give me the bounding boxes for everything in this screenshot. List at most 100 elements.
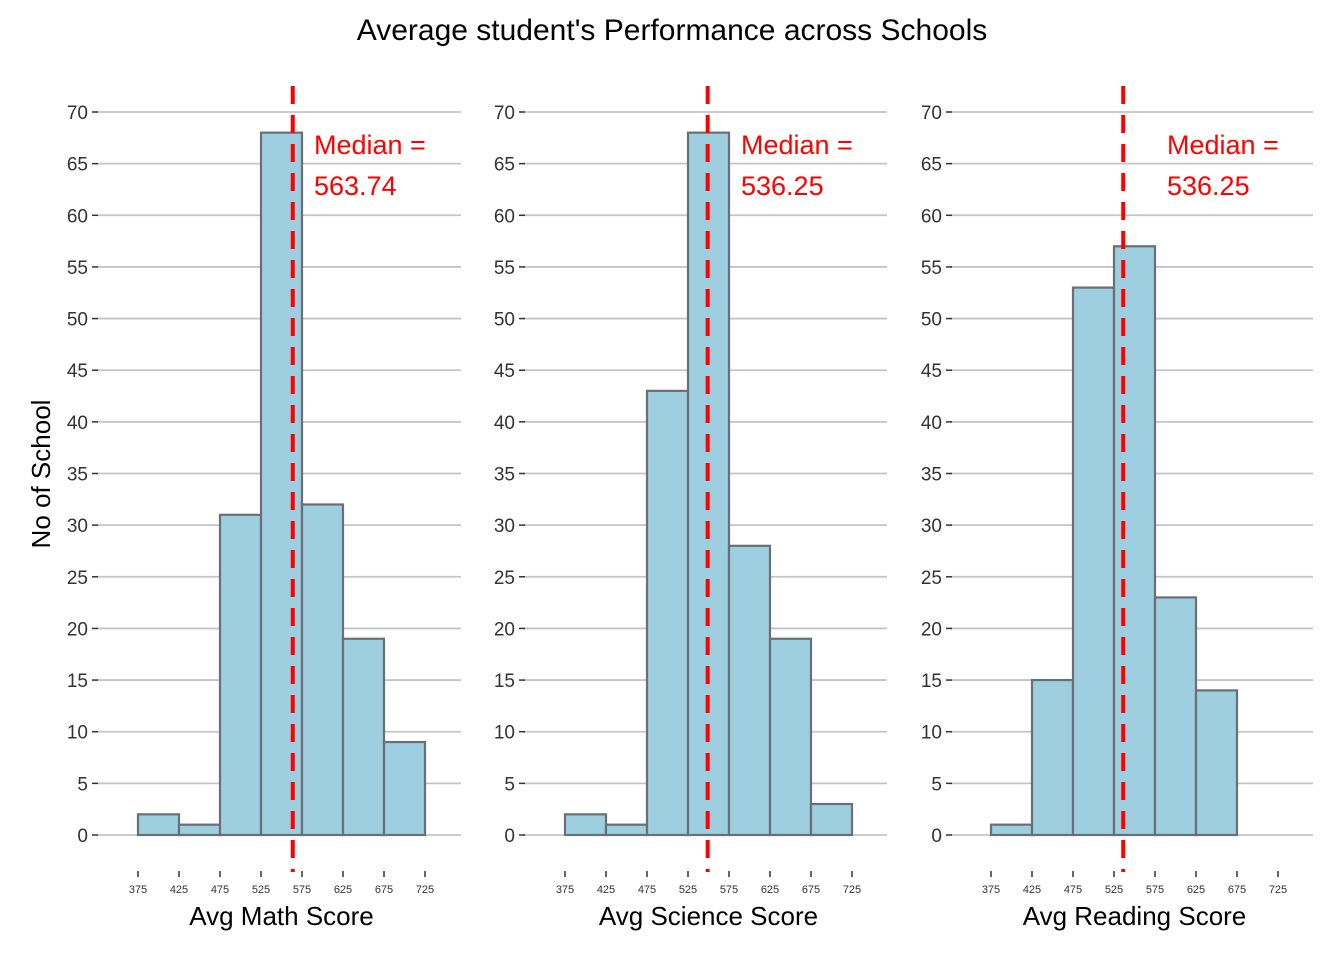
y-tick-label: 15 [67,671,88,692]
y-tick-label: 15 [921,671,942,692]
x-tick-label: 525 [1105,884,1123,896]
histogram-bar [136,813,181,837]
x-tick-label: 375 [129,884,147,896]
x-axis-label: Avg Reading Score [1023,901,1247,931]
y-tick-label: 70 [921,103,942,124]
y-tick-label: 35 [921,465,942,486]
x-tick-label: 675 [802,884,820,896]
histogram-bar [259,131,304,837]
y-tick-label: 55 [494,258,515,279]
x-tick-label: 475 [638,884,656,896]
y-tick-label: 50 [494,310,515,331]
histogram-bar [1071,286,1116,837]
x-tick-label: 725 [843,884,861,896]
histogram-bar [1194,689,1239,837]
y-tick-label: 5 [931,774,942,795]
y-tick-label: 0 [77,826,88,847]
histogram-bar [177,823,222,837]
panel-1: 0 5 10 15 20 25 30 35 40 45 50 55 60 65 70 375 425 475 525… [67,86,461,931]
y-tick-label: 25 [67,568,88,589]
y-tick-label: 10 [67,723,88,744]
y-tick-label: 70 [494,103,515,124]
y-tick-label: 0 [931,826,942,847]
y-tick-label: 65 [494,155,515,176]
y-tick-label: 30 [67,516,88,537]
x-tick-label: 725 [1269,884,1287,896]
histogram-bar [604,823,649,837]
x-tick-label: 375 [556,884,574,896]
y-tick-label: 55 [921,258,942,279]
histogram-bar [1112,245,1157,837]
histogram-bar [563,813,608,837]
x-tick-label: 375 [982,884,1000,896]
y-tick-label: 65 [67,155,88,176]
x-tick-label: 575 [720,884,738,896]
median-annotation-label: Median = [1167,130,1279,160]
y-tick-label: 45 [67,361,88,382]
histogram-bar [809,802,854,837]
y-tick-label: 35 [67,465,88,486]
x-tick-label: 475 [211,884,229,896]
median-annotation-label: Median = [741,130,853,160]
y-tick-label: 30 [494,516,515,537]
x-tick-label: 525 [252,884,270,896]
x-axis-label: Avg Math Score [189,901,374,931]
histogram-bar [382,740,427,837]
histogram-bar [218,513,263,837]
histogram-bar [1030,678,1075,837]
y-tick-label: 10 [921,723,942,744]
median-annotation-value: 563.74 [314,171,397,201]
histogram-bar [768,637,813,837]
y-tick-label: 65 [921,155,942,176]
y-tick-label: 50 [921,310,942,331]
y-tick-label: 35 [494,465,515,486]
median-annotation-value: 536.25 [1167,171,1250,201]
y-tick-label: 45 [494,361,515,382]
y-tick-label: 20 [67,619,88,640]
y-tick-label: 10 [494,723,515,744]
x-tick-label: 575 [1146,884,1164,896]
histogram-bar [686,131,731,837]
histogram-bar [989,823,1034,837]
median-annotation-label: Median = [314,130,426,160]
x-tick-label: 625 [334,884,352,896]
chart-title: Average student's Performance across Sch… [357,14,988,47]
y-tick-label: 50 [67,310,88,331]
x-tick-label: 725 [416,884,434,896]
x-tick-label: 675 [375,884,393,896]
y-tick-label: 15 [494,671,515,692]
y-tick-label: 0 [504,826,515,847]
y-tick-label: 60 [921,206,942,227]
y-tick-label: 40 [67,413,88,434]
panel-2: 0 5 10 15 20 25 30 35 40 45 50 55 60 65 70 375 425 475 525… [494,86,887,931]
y-axis-label: No of School [26,400,56,549]
y-tick-label: 20 [921,619,942,640]
y-tick-label: 60 [494,206,515,227]
histogram-bar [727,544,772,837]
histogram-bar [645,389,690,837]
x-tick-label: 575 [293,884,311,896]
y-tick-label: 5 [504,774,515,795]
y-tick-label: 20 [494,619,515,640]
y-tick-label: 45 [921,361,942,382]
y-tick-label: 60 [67,206,88,227]
y-tick-label: 5 [77,774,88,795]
y-tick-label: 40 [921,413,942,434]
x-tick-label: 625 [761,884,779,896]
x-axis-label: Avg Science Score [599,901,818,931]
x-tick-label: 525 [679,884,697,896]
y-tick-label: 30 [921,516,942,537]
median-annotation-value: 536.25 [741,171,824,201]
x-tick-label: 625 [1187,884,1205,896]
x-tick-label: 425 [170,884,188,896]
y-tick-label: 70 [67,103,88,124]
y-tick-label: 40 [494,413,515,434]
x-tick-label: 675 [1228,884,1246,896]
histogram-bar [1153,596,1198,837]
histogram-bar [300,503,345,837]
x-tick-label: 425 [597,884,615,896]
histogram-bar [341,637,386,837]
y-tick-label: 25 [921,568,942,589]
